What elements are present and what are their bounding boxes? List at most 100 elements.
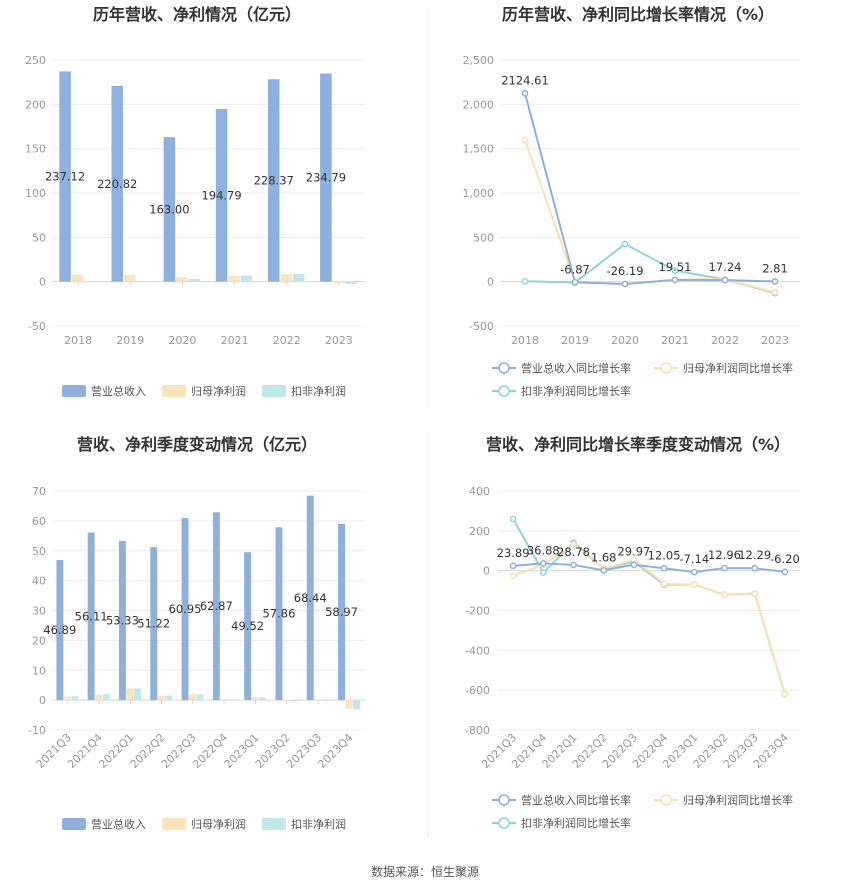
- y-tick-label: -800: [465, 724, 490, 737]
- legend-swatch: [62, 385, 86, 397]
- data-label: 237.12: [45, 170, 85, 184]
- bar-revenue: [118, 540, 126, 701]
- point-net-profit-growth: [660, 580, 668, 587]
- point-revenue-growth: [600, 566, 608, 574]
- point-net-profit-growth: [521, 136, 529, 144]
- data-label: 28.78: [557, 545, 590, 559]
- legend-label: 扣非净利润: [291, 817, 346, 831]
- legend-label: 扣非净利润同比增长率: [521, 384, 631, 398]
- bar-deducted-profit: [240, 275, 253, 282]
- legend-marker: [498, 794, 510, 806]
- data-label: 1.68: [591, 550, 617, 564]
- y-tick-label: 250: [25, 54, 46, 67]
- legend-label: 营业总收入: [91, 817, 146, 831]
- y-tick-label: 0: [39, 694, 46, 707]
- data-label: 60.95: [169, 602, 202, 616]
- legend-label: 营业总收入: [91, 384, 146, 398]
- x-tick-label: 2023: [325, 334, 353, 347]
- data-label: 68.44: [294, 591, 327, 605]
- data-label: 49.52: [231, 619, 264, 633]
- data-label: 56.11: [75, 609, 108, 623]
- chart-panel-4: 营收、净利同比增长率季度变动情况（%） -800 -600 -400 -200 0 200 4…: [465, 435, 800, 830]
- point-revenue-growth: [721, 564, 728, 572]
- bar-deducted-profit: [321, 700, 329, 702]
- data-label: 220.82: [97, 177, 137, 191]
- y-tick-label: 30: [32, 605, 46, 618]
- y-tick-label: 1,500: [463, 143, 495, 156]
- chart-panel-3: 营收、净利季度变动情况（亿元）-100102030405060702021Q32…: [28, 435, 365, 831]
- legend-swatch: [262, 385, 286, 397]
- data-label: 62.87: [200, 599, 233, 613]
- data-label: 163.00: [149, 202, 189, 216]
- bar-deducted-profit: [290, 700, 298, 702]
- legend-swatch: [62, 818, 86, 830]
- bar-deducted-profit: [293, 274, 305, 282]
- data-label: 46.89: [43, 623, 76, 637]
- point-deducted-profit-growth: [521, 277, 529, 285]
- data-label: 12.05: [648, 548, 681, 562]
- data-label: 12.96: [708, 548, 741, 562]
- bar-revenue: [56, 560, 64, 701]
- y-tick-label: 2,000: [463, 98, 495, 111]
- bar-deducted-profit: [71, 696, 79, 701]
- data-label: 53.33: [106, 613, 139, 627]
- legend-label: 归母净利润同比增长率: [683, 793, 793, 807]
- bar-revenue: [267, 79, 280, 282]
- legend-label: 归母净利润: [191, 384, 246, 398]
- point-net-profit-growth: [751, 590, 759, 597]
- y-tick-label: 50: [32, 545, 46, 558]
- point-revenue-growth: [671, 276, 679, 284]
- bar-revenue: [59, 71, 71, 282]
- x-tick-label: 2019: [116, 334, 144, 347]
- bar-deducted-profit: [196, 694, 204, 701]
- bar-deducted-profit: [84, 281, 96, 282]
- chart-title: 营收、净利季度变动情况（亿元）: [77, 435, 317, 454]
- bar-net-profit: [123, 274, 136, 282]
- point-revenue-growth: [781, 568, 789, 576]
- point-revenue-growth: [690, 568, 698, 576]
- legend-marker: [660, 362, 672, 374]
- y-tick-label: 50: [32, 231, 46, 244]
- bar-deducted-profit: [102, 694, 110, 701]
- point-revenue-growth: [571, 278, 579, 286]
- bar-deducted-profit: [353, 700, 361, 710]
- legend-swatch: [162, 818, 186, 830]
- legend-marker: [498, 385, 510, 397]
- x-tick-label: 2022: [273, 334, 301, 347]
- x-tick-label: 2018: [511, 334, 539, 347]
- chart-panel-2: 历年营收、净利同比增长率情况（%） -500 0 500 1,000 1,500 2,000…: [463, 5, 800, 398]
- bar-net-profit: [63, 696, 71, 701]
- bar-deducted-profit: [136, 281, 149, 283]
- bar-revenue: [87, 532, 95, 701]
- point-revenue-growth: [751, 564, 759, 572]
- y-tick-label: 40: [32, 575, 46, 588]
- x-tick-label: 2023: [761, 334, 789, 347]
- bar-net-profit: [157, 695, 165, 701]
- y-tick-label: -10: [28, 724, 46, 737]
- bar-deducted-profit: [345, 281, 357, 285]
- point-revenue-growth: [509, 562, 517, 570]
- y-tick-label: -200: [465, 605, 490, 618]
- legend-marker: [498, 362, 510, 374]
- bar-net-profit: [332, 281, 345, 284]
- data-label: 57.86: [262, 607, 295, 621]
- y-tick-label: -50: [28, 320, 46, 333]
- chart-title: 营收、净利同比增长率季度变动情况（%）: [486, 435, 790, 454]
- bar-deducted-profit: [134, 688, 141, 701]
- chart-title: 历年营收、净利情况（亿元）: [93, 5, 301, 24]
- y-tick-label: 100: [25, 187, 46, 200]
- point-net-profit-growth: [771, 288, 779, 296]
- point-revenue-growth: [539, 559, 547, 567]
- bar-net-profit: [345, 700, 353, 709]
- legend-label: 营业总收入同比增长率: [521, 361, 631, 375]
- y-tick-label: 0: [483, 565, 490, 578]
- data-label: 58.97: [325, 605, 358, 619]
- point-revenue-growth: [660, 564, 668, 572]
- data-label: 36.88: [527, 543, 560, 557]
- legend-label: 归母净利润同比增长率: [683, 361, 793, 375]
- y-tick-label: 200: [25, 98, 46, 111]
- y-tick-label: 1,000: [463, 187, 495, 200]
- legend-label: 扣非净利润同比增长率: [521, 816, 631, 830]
- bar-net-profit: [176, 276, 188, 282]
- y-tick-label: 20: [32, 634, 46, 647]
